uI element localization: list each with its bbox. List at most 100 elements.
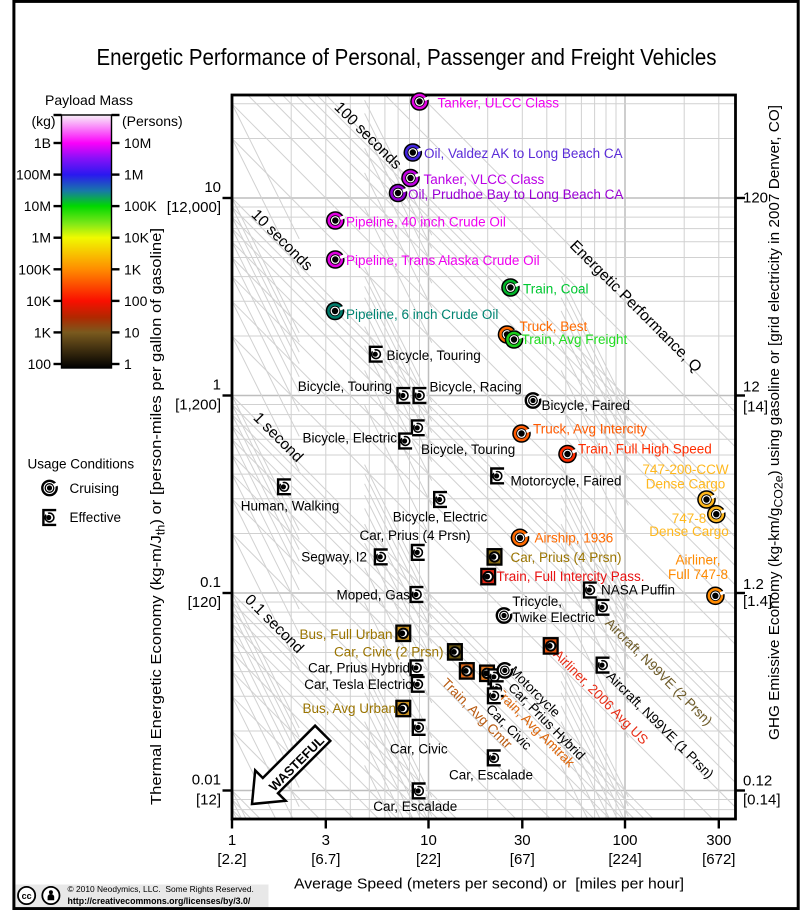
svg-text:Pipeline, 6 inch Crude Oil: Pipeline, 6 inch Crude Oil	[346, 307, 498, 322]
svg-text:1M: 1M	[124, 167, 143, 183]
svg-text:Bus, Avg Urban: Bus, Avg Urban	[302, 701, 396, 716]
svg-text:1K: 1K	[34, 324, 52, 340]
svg-text:Usage Conditions: Usage Conditions	[28, 457, 135, 472]
svg-text:Train, Avg Freight: Train, Avg Freight	[522, 332, 628, 347]
svg-text:Pipeline, Trans Alaska Crude O: Pipeline, Trans Alaska Crude Oil	[346, 253, 540, 268]
svg-text:10: 10	[124, 324, 140, 340]
svg-text:[6.7]: [6.7]	[311, 851, 340, 868]
svg-text:Bicycle, Touring: Bicycle, Touring	[298, 379, 392, 394]
svg-text:cc: cc	[22, 891, 32, 901]
svg-text:100: 100	[612, 832, 637, 849]
svg-text:120: 120	[743, 190, 768, 207]
svg-text:Oil, Valdez AK to Long Beach C: Oil, Valdez AK to Long Beach CA	[424, 146, 623, 161]
svg-text:12: 12	[743, 379, 760, 396]
svg-text:Car, Prius (4 Prsn): Car, Prius (4 Prsn)	[359, 528, 470, 543]
svg-text:Bicycle, Electric: Bicycle, Electric	[393, 510, 488, 525]
svg-text:Oil, Prudhoe Bay to Long Beach: Oil, Prudhoe Bay to Long Beach CA	[408, 187, 623, 202]
svg-text:Airliner,: Airliner,	[675, 553, 720, 568]
svg-text:Train, Full Intercity Pass.: Train, Full Intercity Pass.	[497, 569, 645, 584]
svg-text:[672]: [672]	[702, 851, 735, 868]
svg-text:Dense Cargo: Dense Cargo	[649, 524, 729, 539]
svg-text:[1,200]: [1,200]	[175, 397, 221, 414]
svg-text:Train, Coal: Train, Coal	[523, 282, 589, 297]
svg-text:[22]: [22]	[416, 851, 441, 868]
svg-text:10: 10	[420, 832, 437, 849]
svg-text:100: 100	[124, 293, 148, 309]
svg-text:Human, Walking: Human, Walking	[241, 499, 340, 514]
svg-text:Twike Electric: Twike Electric	[512, 610, 595, 625]
svg-text:1B: 1B	[34, 135, 51, 151]
svg-text:100K: 100K	[18, 261, 51, 277]
svg-text:Tricycle,: Tricycle,	[512, 594, 562, 609]
svg-text:© 2010 Neodymics, LLC. Some R: © 2010 Neodymics, LLC. Some Rights Reser…	[68, 884, 254, 894]
svg-text:747-8: 747-8	[672, 511, 707, 526]
svg-text:Bicycle, Racing: Bicycle, Racing	[430, 380, 522, 395]
svg-text:Average Speed (meters per seco: Average Speed (meters per second) or [mi…	[294, 877, 684, 893]
svg-text:0.12: 0.12	[743, 773, 772, 790]
svg-text:Train, Full High Speed: Train, Full High Speed	[578, 442, 712, 457]
svg-text:Cruising: Cruising	[70, 481, 120, 496]
svg-text:(kg): (kg)	[31, 113, 55, 129]
svg-text:[2.2]: [2.2]	[217, 851, 246, 868]
svg-text:Motorcycle, Faired: Motorcycle, Faired	[511, 474, 622, 489]
svg-text:Car, Prius (4 Prsn): Car, Prius (4 Prsn)	[511, 550, 622, 565]
svg-text:[12,000]: [12,000]	[167, 199, 221, 216]
svg-text:1: 1	[228, 832, 236, 849]
svg-text:Car, Escalade: Car, Escalade	[373, 799, 457, 814]
svg-text:10K: 10K	[26, 293, 52, 309]
svg-text:[14]: [14]	[743, 399, 768, 416]
svg-text:[224]: [224]	[608, 851, 641, 868]
svg-text:Bus, Full Urban: Bus, Full Urban	[299, 627, 392, 642]
svg-text:Energetic Performance of Perso: Energetic Performance of Personal, Passe…	[97, 44, 717, 70]
svg-text:10M: 10M	[124, 135, 151, 151]
svg-text:Bicycle, Touring: Bicycle, Touring	[421, 442, 515, 457]
svg-text:Car, Escalade: Car, Escalade	[449, 768, 533, 783]
svg-text:Car, Civic: Car, Civic	[390, 742, 448, 757]
svg-text:10: 10	[204, 179, 221, 196]
svg-text:[0.14]: [0.14]	[743, 792, 781, 809]
svg-text:Dense Cargo: Dense Cargo	[646, 477, 726, 492]
svg-text:100M: 100M	[16, 167, 51, 183]
svg-text:100K: 100K	[124, 198, 157, 214]
svg-text:Bicycle, Electric: Bicycle, Electric	[302, 431, 397, 446]
svg-text:Payload Mass: Payload Mass	[45, 92, 133, 108]
svg-text:Truck, Avg Intercity: Truck, Avg Intercity	[533, 422, 647, 437]
svg-text:100: 100	[28, 356, 52, 372]
svg-text:Bicycle, Faired: Bicycle, Faired	[542, 398, 631, 413]
svg-text:1K: 1K	[124, 261, 142, 277]
svg-text:Tanker, VLCC Class: Tanker, VLCC Class	[424, 172, 545, 187]
svg-text:NASA Puffin: NASA Puffin	[601, 583, 675, 598]
svg-text:3: 3	[322, 832, 330, 849]
svg-text:300: 300	[706, 832, 731, 849]
svg-text:Effective: Effective	[70, 510, 122, 525]
svg-text:Segway, I2: Segway, I2	[301, 550, 367, 565]
svg-text:1.2: 1.2	[743, 576, 764, 593]
svg-text:1: 1	[213, 377, 221, 394]
svg-text:[12]: [12]	[196, 792, 221, 809]
svg-text:(Persons): (Persons)	[122, 113, 183, 129]
svg-text:Full 747-8: Full 747-8	[668, 567, 728, 582]
svg-text:0.1: 0.1	[200, 574, 221, 591]
svg-text:Airship, 1936: Airship, 1936	[535, 531, 614, 546]
svg-text:GHG Emissive Economy (kg-km/gC: GHG Emissive Economy (kg-km/gCO2e) using…	[767, 105, 786, 740]
svg-text:Moped, Gas: Moped, Gas	[336, 588, 410, 603]
svg-text:http://creativecommons.org/lic: http://creativecommons.org/licenses/by/3…	[68, 896, 251, 906]
svg-text:[120]: [120]	[188, 594, 221, 611]
svg-text:Pipeline, 40 inch Crude Oil: Pipeline, 40 inch Crude Oil	[346, 215, 506, 230]
svg-text:Thermal Energetic Economy (kg-: Thermal Energetic Economy (kg-m/Jth) or …	[148, 228, 168, 805]
svg-text:0.01: 0.01	[192, 772, 221, 789]
svg-text:Car, Civic (2 Prsn): Car, Civic (2 Prsn)	[334, 645, 444, 660]
svg-text:Car, Prius Hybrid: Car, Prius Hybrid	[308, 661, 410, 676]
svg-text:[1.4]: [1.4]	[743, 593, 772, 610]
svg-text:[67]: [67]	[510, 851, 535, 868]
svg-text:1M: 1M	[32, 230, 51, 246]
svg-text:10K: 10K	[124, 230, 150, 246]
svg-text:30: 30	[514, 832, 531, 849]
svg-text:747-200-CCW: 747-200-CCW	[642, 462, 729, 477]
svg-text:Car, Tesla Electric: Car, Tesla Electric	[304, 677, 412, 692]
svg-text:Tanker, ULCC Class: Tanker, ULCC Class	[438, 96, 560, 111]
svg-text:Truck, Best: Truck, Best	[520, 319, 588, 334]
svg-text:Bicycle, Touring: Bicycle, Touring	[387, 348, 481, 363]
svg-text:1: 1	[124, 356, 132, 372]
svg-text:10M: 10M	[24, 198, 51, 214]
